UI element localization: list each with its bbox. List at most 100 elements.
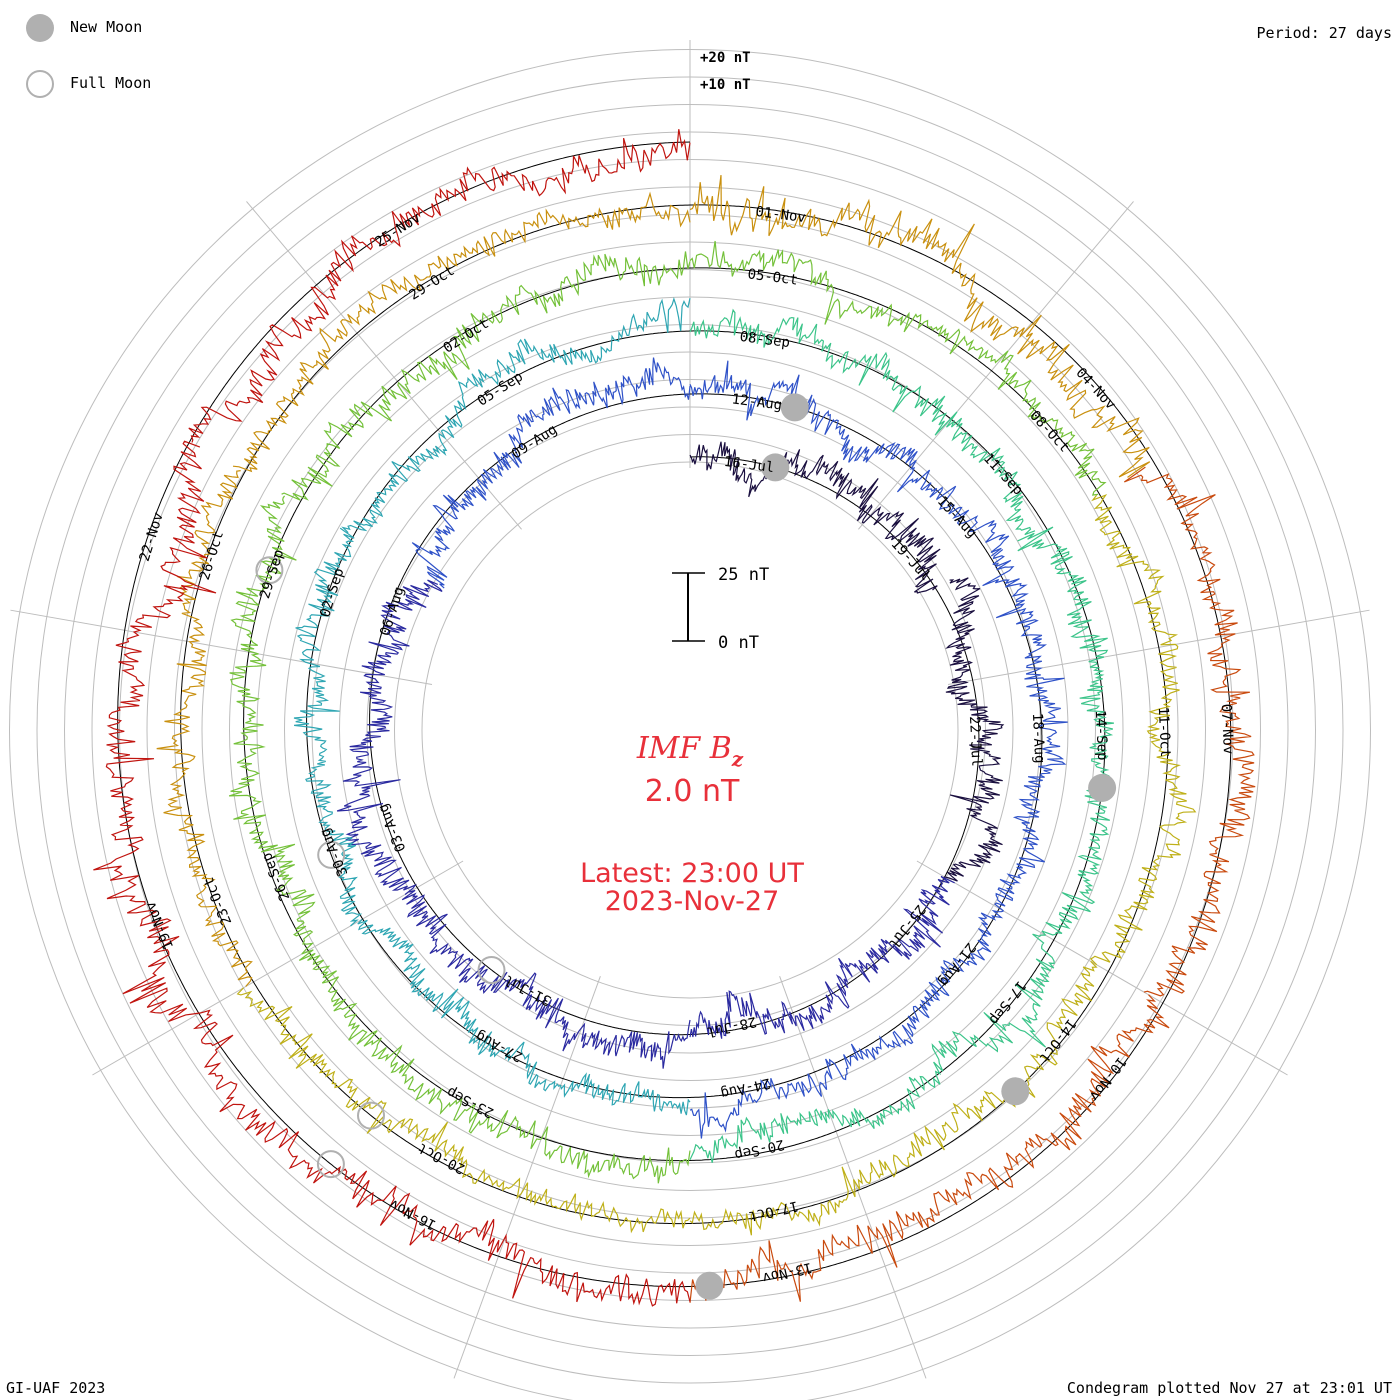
date-label: 17-Sep bbox=[985, 977, 1028, 1027]
full-moon-label: Full Moon bbox=[70, 74, 152, 92]
date-label: 11-Oct bbox=[1155, 707, 1173, 758]
series-segment bbox=[1089, 493, 1197, 966]
center-quantity-title: IMF Bz bbox=[636, 731, 744, 771]
date-label: 05-Oct bbox=[747, 266, 799, 288]
quantity-name: IMF B bbox=[636, 731, 732, 766]
full-moon-marker bbox=[357, 1101, 385, 1130]
series-segment bbox=[336, 579, 443, 895]
quantity-subscript: z bbox=[731, 747, 744, 771]
full-moon-marker bbox=[477, 956, 506, 984]
series-segment bbox=[689, 441, 941, 594]
grid-spoke bbox=[10, 609, 433, 685]
series-segment bbox=[156, 470, 253, 987]
zero-reference-spiral bbox=[117, 141, 1232, 1288]
new-moon-label: New Moon bbox=[70, 18, 143, 36]
series-segment bbox=[1123, 466, 1256, 997]
series-segment bbox=[689, 240, 1107, 496]
date-label: 20-Sep bbox=[733, 1136, 786, 1163]
grid-spoke bbox=[246, 201, 522, 530]
series-segment bbox=[689, 933, 1055, 1163]
new-moon-marker bbox=[761, 453, 790, 482]
date-label: 11-Sep bbox=[980, 451, 1026, 499]
new-moon-marker bbox=[780, 393, 809, 422]
date-label: 03-Aug bbox=[375, 801, 409, 854]
moon-phase-markers bbox=[255, 393, 1117, 1300]
full-moon-marker bbox=[316, 1150, 345, 1179]
latest-date: 2023-Nov-27 bbox=[604, 886, 780, 917]
period-label: Period: 27 days bbox=[1256, 24, 1392, 42]
date-label: 13-Nov bbox=[761, 1259, 814, 1286]
scale-bar-high-label: 25 nT bbox=[718, 565, 769, 585]
new-moon-marker bbox=[1088, 773, 1117, 802]
zero-reference-line bbox=[117, 141, 1232, 1288]
date-label: 22-Jul bbox=[966, 716, 984, 767]
series-segment bbox=[689, 909, 1004, 1139]
grid-spokes bbox=[10, 40, 1370, 1379]
series-segment bbox=[689, 308, 1036, 536]
grid-spoke bbox=[92, 860, 464, 1076]
date-label: 16-Jul bbox=[723, 454, 775, 476]
date-label: 28-Jul bbox=[705, 1013, 758, 1040]
series-segment bbox=[689, 994, 1170, 1303]
grid-ring bbox=[339, 379, 1041, 1081]
latest-time: Latest: 23:00 UT bbox=[580, 858, 804, 889]
series-segment bbox=[689, 875, 955, 1039]
center-value: 2.0 nT bbox=[644, 774, 740, 809]
date-label: 08-Sep bbox=[739, 329, 791, 351]
grid-spoke bbox=[858, 201, 1134, 530]
series-segment bbox=[689, 960, 1098, 1236]
series-segment bbox=[944, 577, 1005, 882]
series-trace bbox=[293, 297, 1068, 1139]
series-segment bbox=[341, 297, 691, 534]
date-label: 29-Oct bbox=[406, 263, 457, 304]
series-trace bbox=[336, 357, 1005, 1069]
date-label: 18-Aug bbox=[1029, 713, 1047, 764]
date-label: 04-Nov bbox=[1072, 365, 1118, 413]
footer-credit: GI-UAF 2023 bbox=[6, 1379, 106, 1397]
date-label: 14-Sep bbox=[1092, 710, 1110, 761]
grid-ring bbox=[421, 461, 959, 999]
grid-spoke bbox=[453, 976, 601, 1379]
series-segment bbox=[411, 357, 691, 589]
new-moon-icon bbox=[26, 14, 54, 42]
series-segment bbox=[188, 129, 691, 443]
date-label: 16-Nov bbox=[387, 1195, 439, 1232]
date-label: 27-Aug bbox=[473, 1027, 525, 1064]
series-segment bbox=[232, 191, 691, 473]
new-moon-marker bbox=[1001, 1077, 1030, 1106]
series-trace bbox=[228, 251, 1114, 1184]
date-label: 15-Aug bbox=[934, 493, 980, 541]
series-segment bbox=[93, 440, 217, 1023]
date-label: 02-Sep bbox=[317, 566, 347, 619]
grid-spoke bbox=[916, 860, 1288, 1076]
series-segment bbox=[689, 175, 1151, 478]
series-segment bbox=[982, 549, 1068, 912]
series-segment bbox=[401, 889, 691, 1069]
date-label: 22-Nov bbox=[137, 510, 167, 563]
series-segment bbox=[357, 918, 691, 1116]
full-moon-marker bbox=[255, 556, 284, 585]
series-segment bbox=[192, 1009, 691, 1307]
series-segment bbox=[293, 527, 363, 927]
full-moon-icon bbox=[26, 70, 54, 98]
series-segment bbox=[236, 987, 691, 1234]
full-moon-marker bbox=[317, 840, 346, 869]
footer-plot-time: Condegram plotted Nov 27 at 23:01 UT bbox=[1066, 1379, 1392, 1397]
series-segment bbox=[689, 360, 1010, 557]
series-trace bbox=[93, 129, 1256, 1307]
reference-label-20nT: +20 nT bbox=[700, 50, 751, 66]
scale-bar: 25 nT 0 nT bbox=[672, 565, 769, 653]
date-label: 08-Oct bbox=[1026, 408, 1072, 456]
new-moon-marker bbox=[695, 1271, 724, 1300]
series-segment bbox=[1017, 526, 1114, 936]
date-label: 07-Nov bbox=[1218, 703, 1236, 754]
series-segment bbox=[281, 251, 691, 501]
reference-label-10nT: +10 nT bbox=[700, 77, 751, 93]
date-label: 01-Nov bbox=[754, 204, 806, 226]
data-series-traces bbox=[93, 129, 1256, 1307]
date-label: 12-Aug bbox=[731, 391, 783, 413]
grid-spoke bbox=[779, 976, 927, 1379]
scale-bar-low-label: 0 nT bbox=[718, 633, 759, 653]
series-trace bbox=[156, 191, 1197, 1236]
